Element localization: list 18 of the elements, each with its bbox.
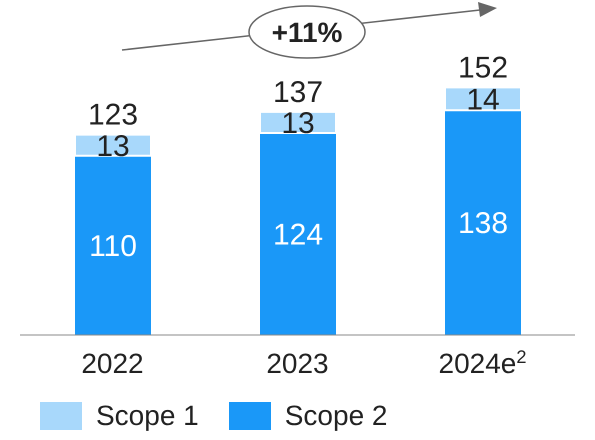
data-label: 14 bbox=[466, 83, 500, 116]
total-label: 137 bbox=[272, 76, 324, 109]
x-tick-label: 2023 bbox=[266, 348, 329, 379]
bar bbox=[445, 110, 521, 335]
bar bbox=[260, 132, 336, 335]
data-label: 13 bbox=[281, 107, 315, 140]
legend-label: Scope 1 bbox=[96, 400, 199, 432]
data-label: 138 bbox=[458, 207, 508, 240]
legend-label: Scope 2 bbox=[284, 400, 388, 432]
bar bbox=[75, 156, 151, 335]
total-label: 152 bbox=[458, 51, 508, 84]
text: +11% bbox=[272, 17, 343, 48]
data-label: 124 bbox=[272, 218, 324, 252]
x-tick-label: 2022 bbox=[81, 348, 144, 379]
total-label: 123 bbox=[88, 98, 138, 132]
x-tick-label: 2024e$^{2}$ bbox=[438, 347, 526, 379]
data-label: 110 bbox=[89, 230, 137, 264]
data-label: 13 bbox=[96, 130, 130, 163]
